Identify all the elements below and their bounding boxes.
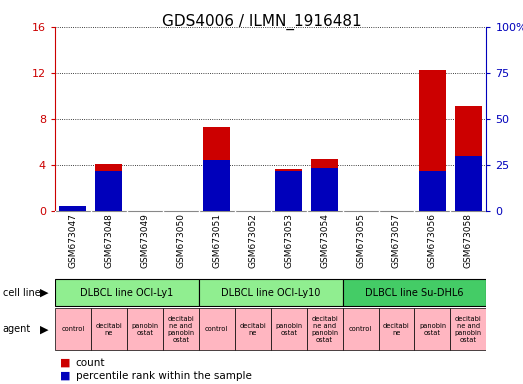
FancyBboxPatch shape — [199, 279, 343, 306]
Text: panobin
ostat: panobin ostat — [131, 323, 158, 336]
Text: DLBCL line OCI-Ly10: DLBCL line OCI-Ly10 — [221, 288, 321, 298]
FancyBboxPatch shape — [55, 279, 199, 306]
Text: GSM673054: GSM673054 — [320, 213, 329, 268]
FancyBboxPatch shape — [450, 308, 486, 351]
FancyBboxPatch shape — [127, 308, 163, 351]
Text: GSM673053: GSM673053 — [284, 213, 293, 268]
Text: GSM673049: GSM673049 — [140, 213, 149, 268]
FancyBboxPatch shape — [271, 308, 306, 351]
FancyBboxPatch shape — [199, 308, 235, 351]
Bar — [419, 170, 446, 211]
Text: DLBCL line Su-DHL6: DLBCL line Su-DHL6 — [365, 288, 464, 298]
FancyBboxPatch shape — [343, 308, 379, 351]
Bar — [95, 170, 122, 211]
Text: GSM673056: GSM673056 — [428, 213, 437, 268]
FancyBboxPatch shape — [55, 308, 91, 351]
Bar — [419, 70, 446, 211]
FancyBboxPatch shape — [414, 308, 450, 351]
FancyBboxPatch shape — [91, 308, 127, 351]
Text: GSM673050: GSM673050 — [176, 213, 185, 268]
Text: control: control — [61, 326, 85, 332]
FancyBboxPatch shape — [163, 308, 199, 351]
Text: control: control — [349, 326, 372, 332]
Text: percentile rank within the sample: percentile rank within the sample — [76, 371, 252, 381]
Text: ■: ■ — [60, 371, 71, 381]
Text: GDS4006 / ILMN_1916481: GDS4006 / ILMN_1916481 — [162, 13, 361, 30]
Text: GSM673051: GSM673051 — [212, 213, 221, 268]
FancyBboxPatch shape — [306, 308, 343, 351]
Text: GSM673057: GSM673057 — [392, 213, 401, 268]
Bar — [60, 206, 86, 211]
Text: DLBCL line OCI-Ly1: DLBCL line OCI-Ly1 — [80, 288, 174, 298]
Text: panobin
ostat: panobin ostat — [419, 323, 446, 336]
Text: GSM673058: GSM673058 — [464, 213, 473, 268]
Text: GSM673052: GSM673052 — [248, 213, 257, 268]
Text: decitabi
ne: decitabi ne — [383, 323, 410, 336]
Text: decitabi
ne and
panobin
ostat: decitabi ne and panobin ostat — [455, 316, 482, 343]
FancyBboxPatch shape — [379, 308, 414, 351]
Text: ■: ■ — [60, 358, 71, 368]
Bar — [203, 160, 230, 211]
Bar — [455, 156, 482, 211]
Bar — [311, 168, 338, 211]
Bar — [275, 170, 302, 211]
Bar — [203, 127, 230, 211]
Bar — [95, 164, 122, 211]
Text: decitabi
ne and
panobin
ostat: decitabi ne and panobin ostat — [167, 316, 195, 343]
Text: GSM673048: GSM673048 — [105, 213, 113, 268]
Text: cell line: cell line — [3, 288, 40, 298]
FancyBboxPatch shape — [343, 279, 486, 306]
Text: count: count — [76, 358, 105, 368]
Bar — [455, 106, 482, 211]
Text: control: control — [205, 326, 229, 332]
FancyBboxPatch shape — [235, 308, 271, 351]
Bar — [275, 169, 302, 211]
Text: decitabi
ne: decitabi ne — [240, 323, 266, 336]
Text: ▶: ▶ — [40, 324, 49, 334]
Text: GSM673047: GSM673047 — [69, 213, 77, 268]
Text: decitabi
ne: decitabi ne — [96, 323, 122, 336]
Bar — [311, 159, 338, 211]
Text: decitabi
ne and
panobin
ostat: decitabi ne and panobin ostat — [311, 316, 338, 343]
Text: agent: agent — [3, 324, 31, 334]
Text: ▶: ▶ — [40, 288, 49, 298]
Text: panobin
ostat: panobin ostat — [275, 323, 302, 336]
Text: GSM673055: GSM673055 — [356, 213, 365, 268]
